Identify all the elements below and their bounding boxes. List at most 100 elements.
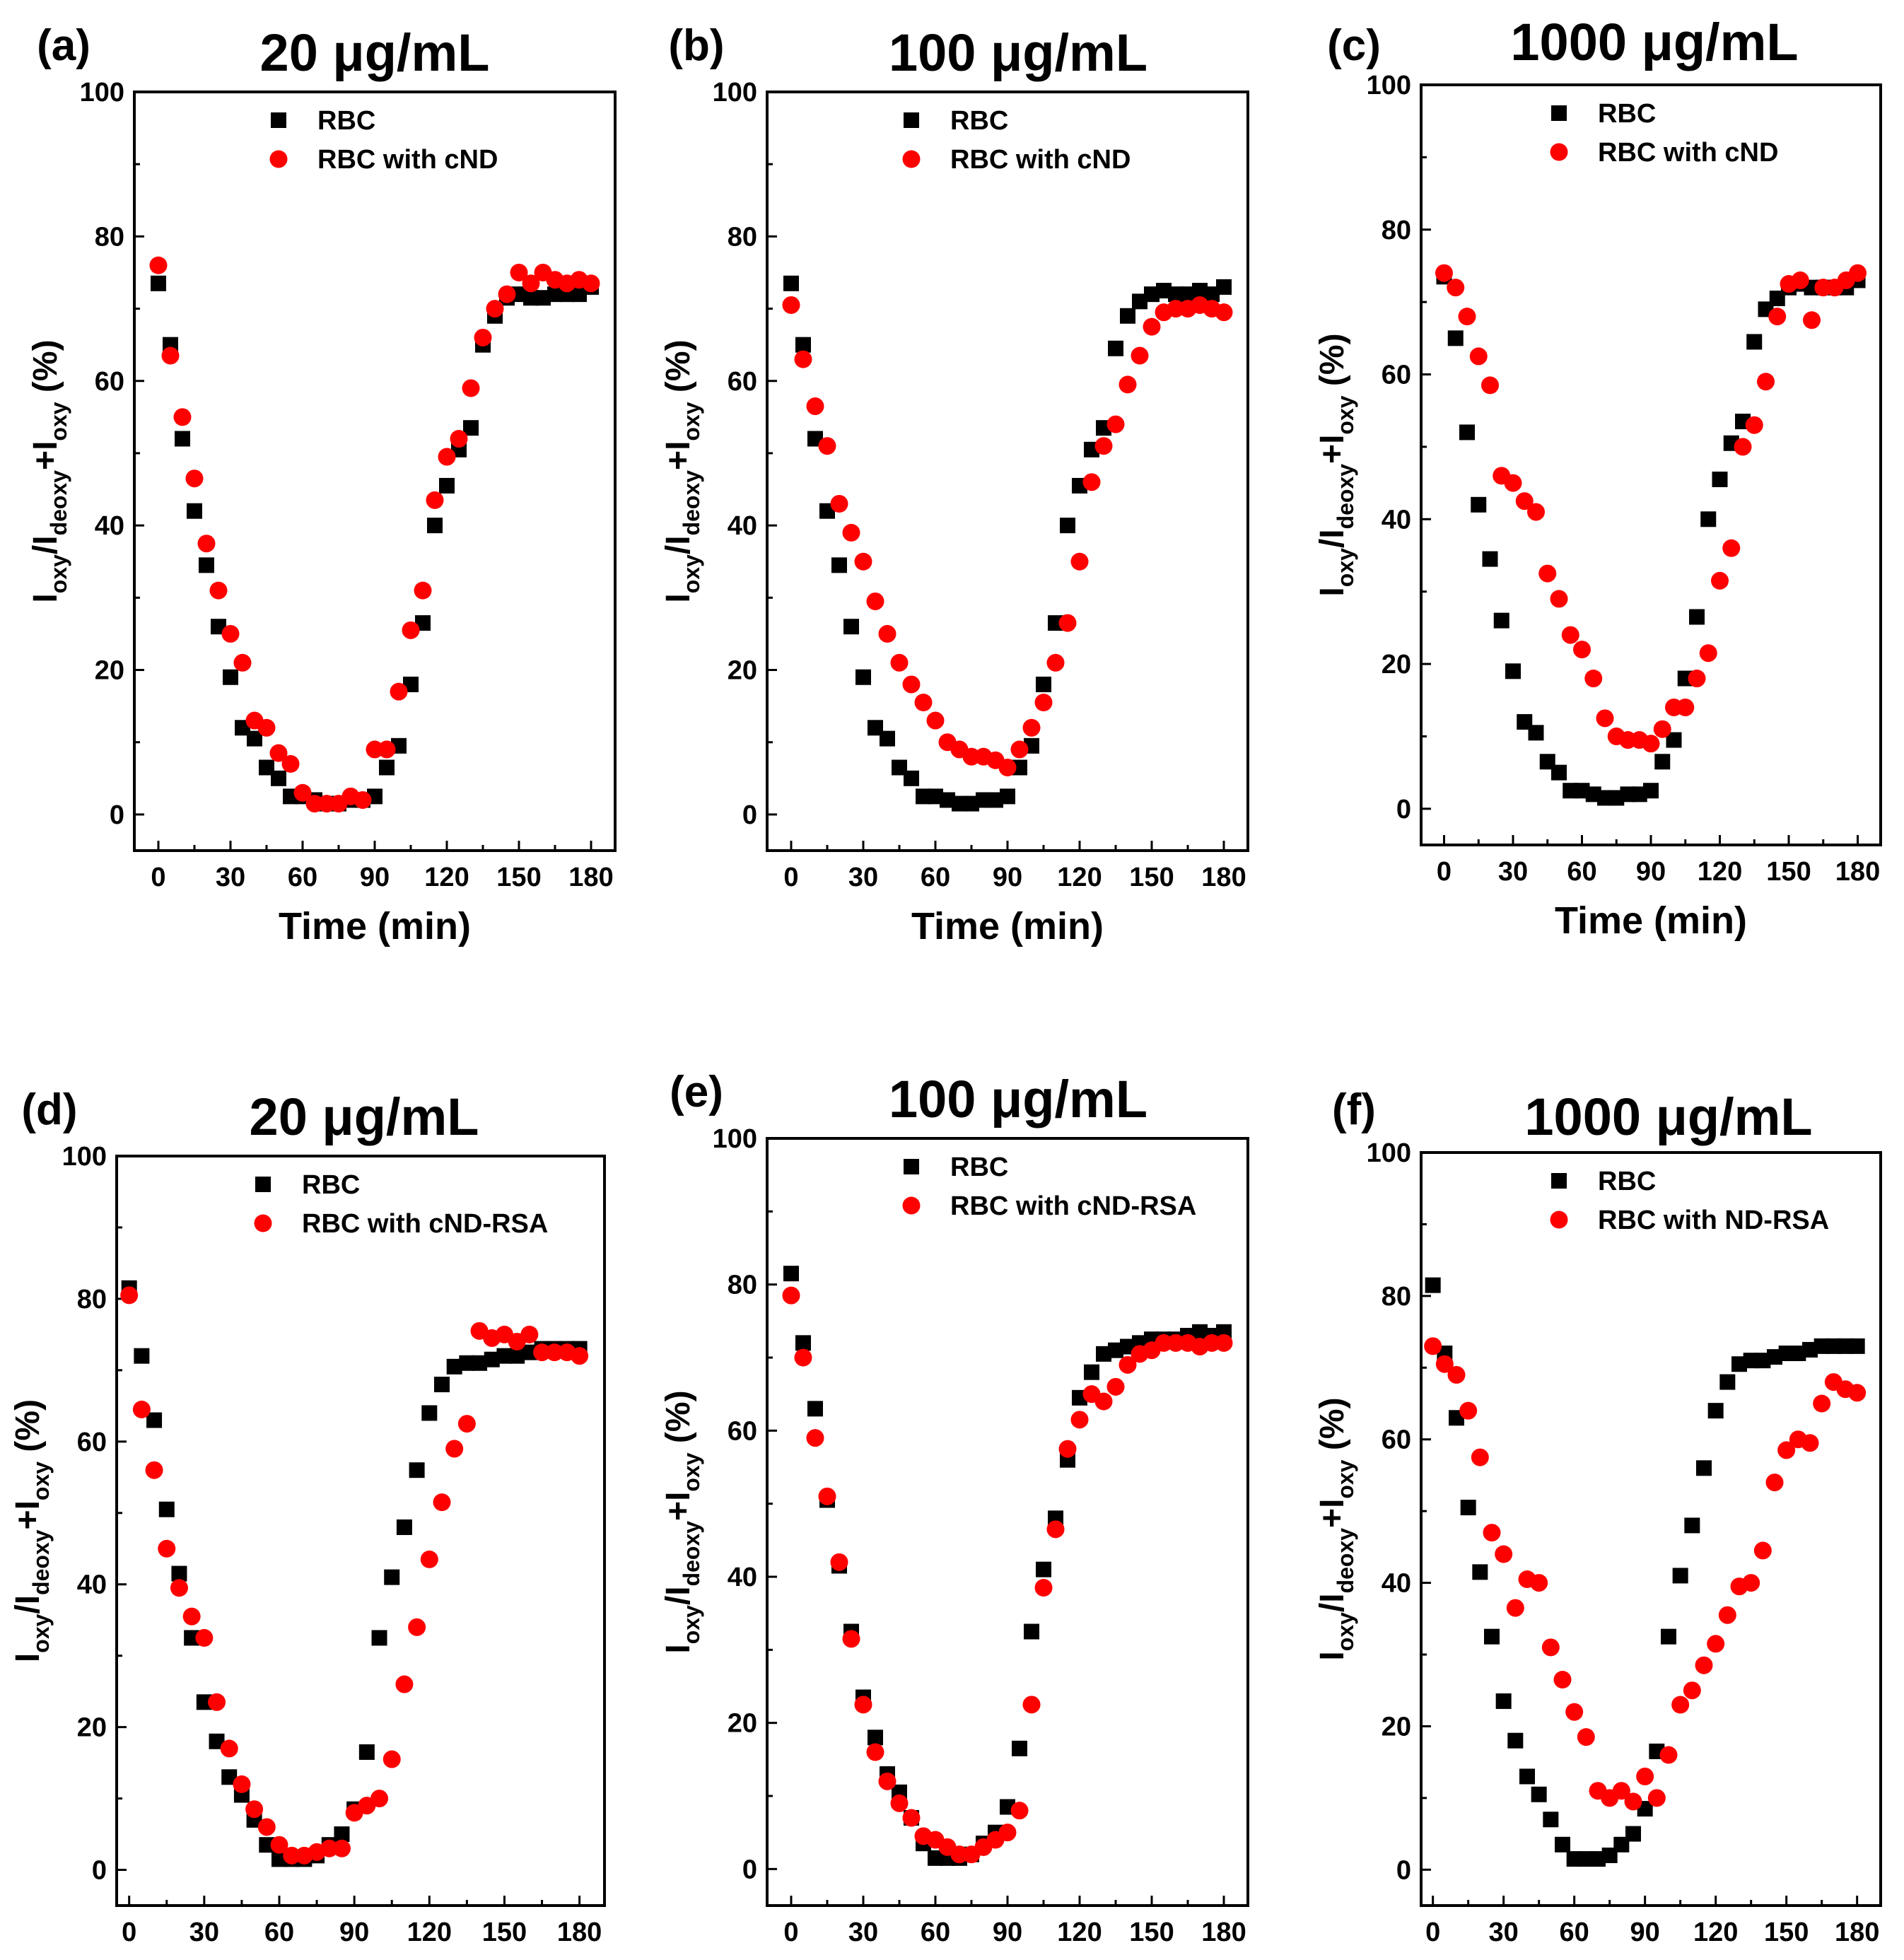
data-point-circle: [161, 346, 180, 365]
x-axis-label: Time (min): [1555, 899, 1747, 942]
data-point-square: [880, 730, 895, 747]
y-tick-label: 0: [1396, 1855, 1411, 1885]
y-axis-label-part: (%): [1314, 333, 1351, 395]
y-axis-label: Ioxy/Ideoxy+Ioxy (%): [660, 339, 704, 602]
series-rbc: [1436, 269, 1866, 806]
data-point-square: [1144, 286, 1160, 303]
data-point-circle: [998, 1824, 1017, 1842]
data-point-square: [1719, 1374, 1736, 1390]
data-point-square: [1767, 1349, 1782, 1365]
data-point-circle: [445, 1440, 464, 1458]
data-point-circle: [1848, 1384, 1867, 1402]
y-tick-label: 40: [77, 1570, 107, 1600]
y-axis-label-part: /I: [1314, 1593, 1351, 1612]
data-point-circle: [842, 1630, 860, 1648]
data-point-square: [1012, 1740, 1027, 1756]
data-point-square: [1484, 1628, 1500, 1645]
data-point-square: [1778, 1346, 1794, 1361]
data-point-circle: [354, 791, 372, 809]
legend-marker-circle: [254, 1214, 272, 1232]
data-point-circle: [1435, 1355, 1454, 1373]
data-point-circle: [794, 1348, 812, 1367]
data-point-circle: [1106, 1377, 1125, 1396]
data-point-circle: [426, 491, 444, 509]
legend-marker-square: [1551, 1173, 1567, 1189]
data-point-circle: [1676, 698, 1695, 716]
y-axis-label-part: +I: [27, 441, 64, 470]
legend-marker-square: [904, 112, 919, 128]
series-rbc-treated: [1435, 264, 1867, 753]
data-point-circle: [1058, 1440, 1077, 1458]
x-tick-label: 180: [1835, 1918, 1879, 1947]
panel-f: (f) 1000 μg/mL 0 30 60 90 120 150 180 0 20 40 60 80 10…: [1314, 1085, 1882, 1947]
data-point-circle: [818, 437, 836, 455]
data-point-circle: [1424, 1337, 1442, 1355]
data-point-circle: [1481, 376, 1499, 395]
data-point-circle: [1143, 317, 1161, 336]
data-point-circle: [794, 350, 812, 368]
y-tick-label: 60: [1382, 361, 1411, 390]
data-point-circle: [998, 758, 1017, 776]
legend-entry: RBC with cND-RSA: [302, 1209, 548, 1239]
data-point-square: [795, 337, 811, 353]
panel-label: (a): [37, 21, 90, 70]
data-point-circle: [1458, 308, 1476, 326]
data-point-square: [1555, 1836, 1570, 1853]
data-point-square: [1168, 286, 1184, 303]
y-axis-label-part: (%): [27, 339, 64, 402]
data-point-circle: [438, 448, 456, 466]
y-axis-label-part: (%): [1314, 1397, 1351, 1459]
y-tick-label: 80: [1382, 1282, 1411, 1312]
data-point-circle: [1515, 492, 1534, 511]
legend-marker-circle: [269, 150, 288, 168]
y-axis-label-part: oxy: [1333, 1459, 1358, 1498]
legend-marker-square: [255, 1177, 271, 1192]
data-point-circle: [1699, 644, 1717, 663]
data-point-circle: [1010, 1802, 1029, 1820]
data-point-circle: [854, 1696, 872, 1714]
legend-entry: RBC: [950, 1153, 1008, 1182]
data-point-square: [1447, 330, 1464, 346]
data-point-circle: [462, 379, 480, 397]
y-axis-label-part: oxy: [46, 402, 71, 441]
x-tick-label: 30: [216, 863, 245, 892]
data-point-circle: [926, 711, 945, 730]
data-point-circle: [149, 256, 168, 274]
data-point-square: [964, 795, 979, 812]
data-point-circle: [1707, 1635, 1725, 1653]
data-point-square: [1601, 1848, 1618, 1863]
data-point-circle: [1022, 718, 1041, 737]
data-point-square: [151, 275, 166, 291]
data-point-circle: [1753, 1541, 1772, 1560]
x-tick-label: 120: [424, 863, 469, 892]
data-point-square: [1425, 1277, 1441, 1293]
data-point-square: [1743, 1353, 1759, 1369]
data-point-circle: [270, 1836, 288, 1854]
y-tick-label: 60: [77, 1428, 107, 1457]
data-point-square: [459, 1355, 475, 1371]
y-tick-label: 40: [95, 511, 124, 541]
data-point-circle: [1624, 1792, 1642, 1811]
series-rbc: [1425, 1277, 1865, 1867]
data-point-circle: [1565, 1703, 1584, 1721]
data-point-square: [1472, 1564, 1488, 1580]
data-point-circle: [582, 274, 600, 293]
panel-e: (e) 100 μg/mL 0 30 60 90 120 150 180 0 20 40 60 80 100…: [660, 1068, 1249, 1947]
data-point-circle: [818, 1487, 836, 1505]
data-point-circle: [221, 624, 240, 643]
y-tick-label: 20: [77, 1713, 107, 1743]
data-point-circle: [257, 1818, 276, 1836]
data-point-square: [1849, 1338, 1865, 1354]
data-point-circle: [1671, 1696, 1690, 1714]
data-point-square: [868, 720, 883, 736]
data-point-circle: [1106, 415, 1125, 433]
data-point-square: [1108, 340, 1123, 356]
data-point-circle: [522, 274, 540, 293]
data-point-circle: [1131, 346, 1149, 365]
data-point-circle: [233, 653, 252, 672]
data-point-circle: [1469, 347, 1488, 366]
y-axis-label-part: /I: [660, 1586, 697, 1605]
data-point-circle: [1813, 1394, 1831, 1413]
x-axis-label: Time (min): [279, 905, 471, 947]
